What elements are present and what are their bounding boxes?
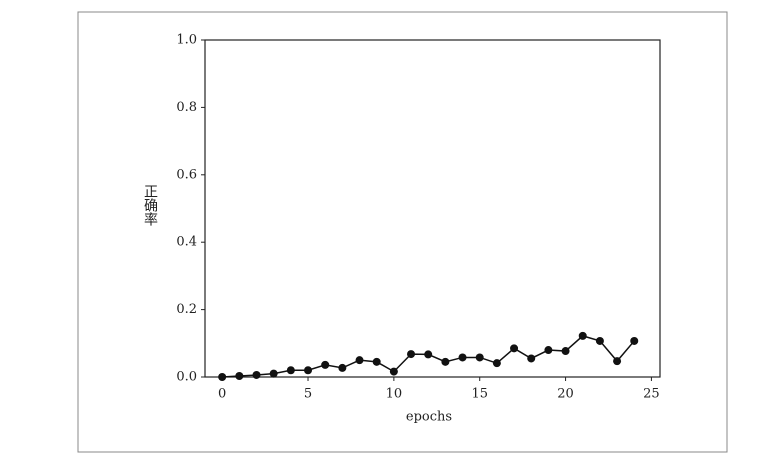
data-point bbox=[252, 370, 261, 379]
y-tick-label: 1.0 bbox=[176, 33, 197, 48]
y-tick-label: 0.6 bbox=[176, 167, 197, 182]
data-point bbox=[389, 367, 398, 376]
x-tick-label: 5 bbox=[304, 387, 312, 402]
y-tick-label: 0.0 bbox=[176, 370, 197, 385]
data-point bbox=[235, 371, 244, 380]
data-point bbox=[304, 366, 313, 375]
x-axis-label: epochs bbox=[406, 410, 452, 425]
data-point bbox=[458, 353, 467, 362]
y-tick-label: 0.4 bbox=[176, 235, 197, 250]
data-point bbox=[355, 356, 364, 365]
x-tick-label: 0 bbox=[218, 387, 226, 402]
x-tick-label: 20 bbox=[557, 387, 574, 402]
data-point bbox=[630, 336, 639, 345]
data-point bbox=[269, 369, 278, 378]
data-point bbox=[527, 354, 536, 363]
data-point bbox=[544, 346, 553, 355]
data-point bbox=[424, 350, 433, 359]
y-tick-label: 0.2 bbox=[176, 302, 197, 317]
figure-frame bbox=[77, 11, 728, 453]
data-point bbox=[372, 357, 381, 366]
x-tick-label: 25 bbox=[643, 387, 660, 402]
y-tick-label: 0.8 bbox=[176, 100, 197, 115]
data-point bbox=[321, 360, 330, 369]
data-point bbox=[441, 357, 450, 366]
data-point bbox=[595, 336, 604, 345]
data-point bbox=[286, 366, 295, 375]
data-point bbox=[578, 331, 587, 340]
data-point bbox=[613, 357, 622, 366]
x-tick-label: 15 bbox=[471, 387, 488, 402]
data-point bbox=[218, 373, 227, 381]
data-point bbox=[510, 344, 519, 353]
data-point bbox=[407, 350, 416, 359]
y-axis-label: 正确率 bbox=[142, 184, 158, 226]
data-point bbox=[475, 353, 484, 362]
x-tick-label: 10 bbox=[386, 387, 403, 402]
data-point bbox=[561, 347, 570, 356]
data-point bbox=[338, 363, 347, 372]
data-point bbox=[492, 359, 501, 368]
plot-frame bbox=[204, 39, 661, 378]
